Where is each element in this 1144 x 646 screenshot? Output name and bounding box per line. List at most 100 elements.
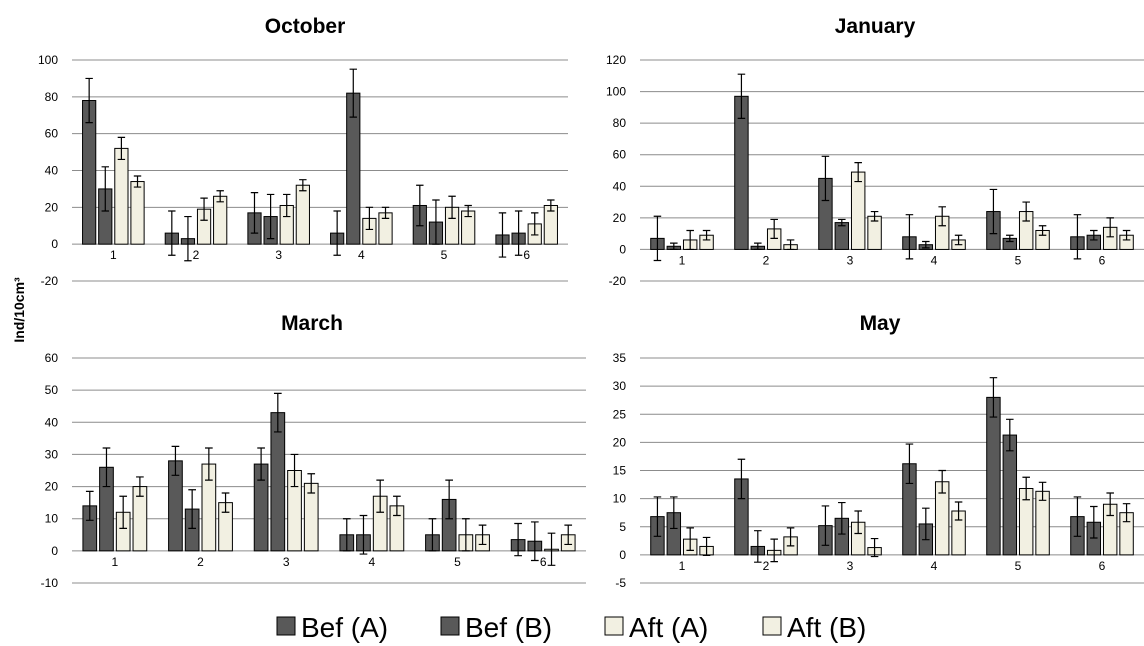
y-tick-label: 50 xyxy=(45,383,59,397)
legend-swatch-bef-a xyxy=(276,616,296,636)
error-bar-aft-b-cat-4 xyxy=(954,501,963,521)
error-bar-aft-a-cat-1 xyxy=(117,136,126,161)
error-bar-aft-b-cat-3 xyxy=(299,179,307,192)
x-tick-label: 2 xyxy=(763,559,770,573)
bar-aft-b-cat-2 xyxy=(213,195,228,245)
error-bar-bef-a-cat-2 xyxy=(171,445,180,476)
error-bar-bef-b-cat-6 xyxy=(1090,229,1098,241)
y-ticks: -10 0 10 20 30 40 50 60 xyxy=(41,351,59,590)
error-bar-aft-b-cat-1 xyxy=(702,229,711,241)
error-bars xyxy=(653,73,1131,262)
x-ticks: 1 2 3 4 5 6 xyxy=(679,253,1106,267)
bar-bef-b-cat-5 xyxy=(1002,434,1018,556)
error-bar-bef-b-cat-3 xyxy=(838,501,846,535)
error-bar-bef-a-cat-6 xyxy=(1073,214,1082,260)
bar-aft-a-cat-1 xyxy=(114,147,129,245)
error-bar-bef-a-cat-4 xyxy=(905,214,914,260)
error-bar-aft-b-cat-6 xyxy=(547,199,555,212)
error-bar-bef-a-cat-2 xyxy=(168,210,176,256)
error-bar-bef-a-cat-4 xyxy=(333,210,341,256)
y-tick-label: 40 xyxy=(613,179,627,193)
error-bar-aft-a-cat-2 xyxy=(205,447,213,481)
error-bar-aft-a-cat-2 xyxy=(770,538,778,563)
error-bar-aft-a-cat-5 xyxy=(462,518,470,552)
error-bar-aft-b-cat-2 xyxy=(786,527,795,547)
y-tick-label: 35 xyxy=(613,351,627,365)
error-bars xyxy=(653,377,1131,563)
bars xyxy=(82,412,576,552)
error-bar-aft-b-cat-1 xyxy=(133,175,142,188)
y-tick-label: 15 xyxy=(613,464,627,478)
y-tick-label: 30 xyxy=(613,379,627,393)
legend-label-aft-b: Aft (B) xyxy=(787,612,866,643)
error-bar-bef-a-cat-2 xyxy=(737,73,746,120)
error-bar-aft-b-cat-4 xyxy=(393,495,401,517)
y-tick-label: 5 xyxy=(619,520,626,534)
x-tick-label: 6 xyxy=(523,248,530,262)
y-tick-label: -10 xyxy=(41,576,59,590)
error-bar-bef-a-cat-5 xyxy=(416,184,424,227)
error-bar-aft-b-cat-5 xyxy=(478,524,487,546)
error-bar-bef-a-cat-1 xyxy=(85,77,93,124)
error-bar-bef-a-cat-3 xyxy=(821,505,830,546)
y-tick-label: 120 xyxy=(606,53,626,67)
y-tick-label: 25 xyxy=(613,407,627,421)
error-bar-bef-b-cat-1 xyxy=(670,496,678,530)
error-bar-bef-b-cat-5 xyxy=(432,199,440,245)
x-tick-label: 4 xyxy=(931,559,938,573)
error-bar-bef-b-cat-1 xyxy=(101,166,109,212)
y-ticks: -20 0 20 40 60 80 100 xyxy=(38,53,58,288)
error-bar-aft-b-cat-3 xyxy=(307,473,316,494)
gridlines xyxy=(72,357,586,584)
error-bar-bef-a-cat-5 xyxy=(428,518,437,552)
y-tick-label: 20 xyxy=(613,211,627,225)
error-bar-aft-a-cat-6 xyxy=(547,532,556,566)
x-tick-label: 3 xyxy=(283,555,290,569)
y-tick-label: 30 xyxy=(45,447,59,461)
error-bar-bef-b-cat-4 xyxy=(922,507,930,541)
error-bar-aft-a-cat-6 xyxy=(1106,492,1114,517)
x-tick-label: 5 xyxy=(1015,253,1022,267)
y-tick-label: 20 xyxy=(45,200,59,214)
panel-may: May -5 0 5 10 15 20 25 30 35 1 2 3 4 5 6 xyxy=(613,312,1144,590)
error-bar-bef-b-cat-2 xyxy=(754,242,762,251)
error-bar-aft-a-cat-6 xyxy=(1106,217,1114,238)
bar-aft-a-cat-3 xyxy=(850,171,866,250)
error-bar-aft-b-cat-1 xyxy=(702,536,711,557)
error-bar-aft-a-cat-3 xyxy=(854,162,862,183)
y-tick-label: 60 xyxy=(613,148,627,162)
error-bar-aft-b-cat-5 xyxy=(464,204,472,218)
x-tick-label: 6 xyxy=(540,555,547,569)
bar-bef-b-cat-3 xyxy=(834,222,850,250)
x-tick-label: 1 xyxy=(679,253,686,267)
y-tick-label: 0 xyxy=(619,548,626,562)
error-bar-aft-a-cat-2 xyxy=(200,197,208,221)
x-tick-label: 3 xyxy=(275,248,282,262)
error-bar-aft-b-cat-6 xyxy=(1122,503,1131,523)
x-tick-label: 2 xyxy=(193,248,200,262)
error-bar-bef-b-cat-5 xyxy=(1006,418,1014,452)
x-tick-label: 3 xyxy=(847,253,854,267)
error-bars xyxy=(85,392,573,566)
x-tick-label: 1 xyxy=(679,559,686,573)
error-bar-bef-b-cat-4 xyxy=(359,514,368,555)
gridlines xyxy=(72,59,568,282)
legend-item-aft-a: Aft (A) xyxy=(604,612,708,643)
bars xyxy=(650,95,1134,250)
y-tick-label: -20 xyxy=(609,274,627,288)
error-bar-bef-a-cat-4 xyxy=(342,518,351,552)
legend-item-aft-b: Aft (B) xyxy=(762,612,866,643)
error-bar-bef-b-cat-3 xyxy=(838,218,846,227)
y-tick-label: 0 xyxy=(619,242,626,256)
bar-aft-b-cat-1 xyxy=(130,181,145,245)
error-bar-aft-b-cat-2 xyxy=(221,492,230,513)
error-bar-aft-b-cat-2 xyxy=(216,190,224,203)
error-bar-aft-b-cat-4 xyxy=(954,234,963,246)
error-bar-aft-a-cat-5 xyxy=(1022,476,1030,501)
x-ticks: 1 2 3 4 5 6 xyxy=(679,559,1106,573)
x-tick-label: 2 xyxy=(197,555,204,569)
chart-title-may: May xyxy=(860,312,901,335)
error-bar-bef-b-cat-3 xyxy=(273,392,282,433)
error-bar-aft-a-cat-4 xyxy=(365,206,374,231)
